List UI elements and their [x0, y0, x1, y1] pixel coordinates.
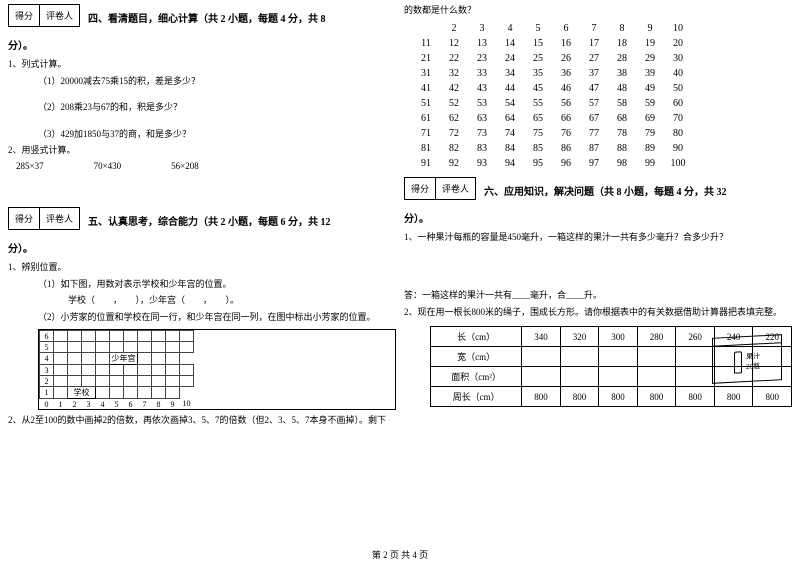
- q5-1-school-blank: 学校（ ， ），少年宫（ ， ）。: [68, 294, 396, 307]
- grid-figure: 6 5 4少年宫 3 2 1学校 012345678910: [38, 329, 396, 410]
- juice-count: 20瓶: [746, 361, 760, 372]
- vertical-calc-row: 285×37 70×430 56×208: [16, 161, 396, 171]
- number-table: 2345678910 11121314151617181920 21222324…: [412, 23, 792, 169]
- score-label: 得分: [9, 5, 40, 26]
- q5-2: 2、从2至100的数中画掉2的倍数，再依次画掉3、5、7的倍数（但2、3、5、7…: [8, 414, 396, 427]
- school-label: 学校: [68, 387, 96, 399]
- palace-label: 少年宫: [110, 353, 138, 365]
- q6-1: 1、一种果汁每瓶的容量是450毫升，一箱这样的果汁一共有多少毫升？合多少升？: [404, 231, 792, 244]
- q5-2-cont: 的数都是什么数？: [404, 4, 792, 17]
- score-label: 得分: [405, 178, 436, 199]
- grader-label: 评卷人: [436, 178, 475, 199]
- section-6-suffix: 分）。: [404, 210, 792, 225]
- q1: 1、列式计算。: [8, 58, 396, 71]
- bottle-icon: [734, 351, 742, 373]
- section-5-header: 得分 评卷人 五、认真思考，综合能力（共 2 小题，每题 6 分，共 12: [8, 207, 396, 234]
- table-header: 面积（cm²）: [431, 367, 522, 387]
- q6-2: 2、现在用一根长800米的绳子，围成长方形。请你根据表中的有关数据借助计算器把表…: [404, 306, 792, 319]
- table-header: 长（cm）: [431, 327, 522, 347]
- q5-1-2: （2）小芳家的位置和学校在同一行，和少年宫在同一列，在图中标出小芳家的位置。: [38, 311, 396, 324]
- right-column: 的数都是什么数？ 2345678910 11121314151617181920…: [404, 4, 792, 430]
- table-header: 宽（cm）: [431, 347, 522, 367]
- score-grader-box: 得分 评卷人: [404, 177, 476, 200]
- grader-label: 评卷人: [40, 5, 79, 26]
- exp-1: 285×37: [16, 161, 44, 171]
- section-4-header: 得分 评卷人 四、看清题目，细心计算（共 2 小题，每题 4 分，共 8: [8, 4, 396, 31]
- section-5-title: 五、认真思考，综合能力（共 2 小题，每题 6 分，共 12: [88, 207, 331, 228]
- left-column: 得分 评卷人 四、看清题目，细心计算（共 2 小题，每题 4 分，共 8 分）。…: [8, 4, 396, 430]
- section-4-suffix: 分）。: [8, 37, 396, 52]
- grader-label: 评卷人: [40, 208, 79, 229]
- juice-box-figure: 果汁 20瓶: [712, 334, 782, 384]
- exp-2: 70×430: [94, 161, 122, 171]
- section-4-title: 四、看清题目，细心计算（共 2 小题，每题 4 分，共 8: [88, 4, 326, 25]
- score-label: 得分: [9, 208, 40, 229]
- table-header: 周长（cm）: [431, 387, 522, 407]
- score-grader-box: 得分 评卷人: [8, 207, 80, 230]
- page-number: 第 2 页 共 4 页: [0, 548, 800, 561]
- section-6-title: 六、应用知识，解决问题（共 8 小题，每题 4 分，共 32: [484, 177, 727, 198]
- exp-3: 56×208: [171, 161, 199, 171]
- section-6-header: 得分 评卷人 六、应用知识，解决问题（共 8 小题，每题 4 分，共 32: [404, 177, 792, 204]
- q1-1: （1）20000减去75乘15的积，差是多少？: [38, 75, 396, 88]
- section-5-suffix: 分）。: [8, 240, 396, 255]
- q1-3: （3）429加1850与37的商，和是多少？: [38, 128, 396, 141]
- score-grader-box: 得分 评卷人: [8, 4, 80, 27]
- q5-1: 1、辨别位置。: [8, 261, 396, 274]
- q2: 2、用竖式计算。: [8, 144, 396, 157]
- q1-2: （2）208乘23与67的和，积是多少？: [38, 101, 396, 114]
- q5-1-1: （1）如下图，用数对表示学校和少年宫的位置。: [38, 278, 396, 291]
- q6-1-answer: 答：一箱这样的果汁一共有____毫升，合____升。: [404, 289, 792, 302]
